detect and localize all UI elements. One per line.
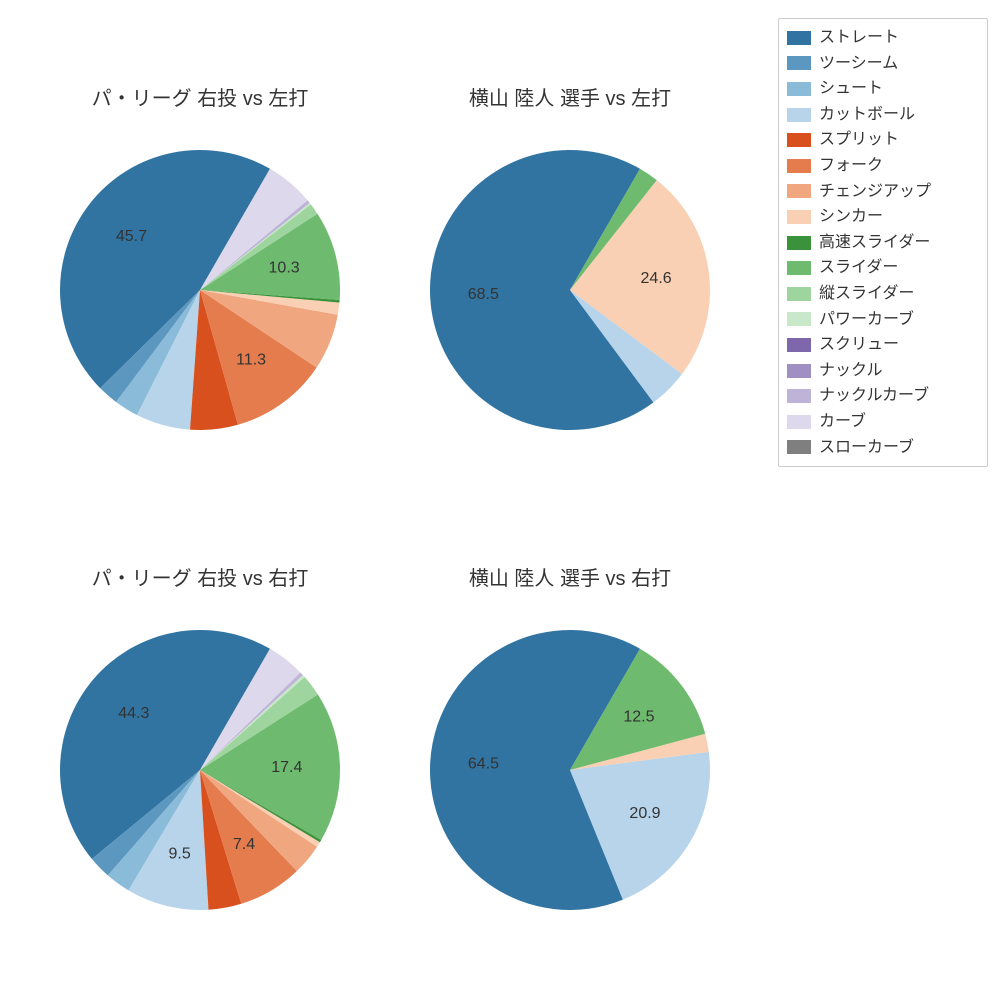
slice-label-slider: 12.5 — [623, 708, 654, 725]
legend-swatch — [787, 440, 811, 454]
pie-league-vs-right: パ・リーグ 右投 vs 右打 44.3 9.5 7.4 17.4 — [20, 500, 380, 960]
slice-label-straight: 45.7 — [116, 228, 147, 245]
legend-item-twoseam: ツーシーム — [787, 51, 979, 77]
legend-label: カットボール — [819, 102, 915, 128]
pie-title: 横山 陸人 選手 vs 右打 — [390, 562, 750, 591]
legend-swatch — [787, 364, 811, 378]
legend-label: ツーシーム — [819, 51, 898, 77]
legend-swatch — [787, 184, 811, 198]
legend-label: スプリット — [819, 127, 899, 153]
legend-swatch — [787, 389, 811, 403]
pie-title: パ・リーグ 右投 vs 右打 — [20, 562, 380, 591]
pie-svg: 68.5 24.6 — [430, 150, 710, 430]
legend-swatch — [787, 338, 811, 352]
slice-label-slider: 17.4 — [271, 759, 302, 776]
legend-label: ナックル — [819, 358, 883, 384]
legend-label: シュート — [819, 76, 883, 102]
legend-label: チェンジアップ — [819, 179, 931, 205]
slice-label-slider: 10.3 — [269, 260, 300, 277]
legend-item-vslider: 縦スライダー — [787, 281, 979, 307]
legend-swatch — [787, 312, 811, 326]
pie-title: パ・リーグ 右投 vs 左打 — [20, 82, 380, 111]
legend: ストレートツーシームシュートカットボールスプリットフォークチェンジアップシンカー… — [778, 18, 988, 467]
legend-item-straight: ストレート — [787, 25, 979, 51]
charts-grid: パ・リーグ 右投 vs 左打 45.7 11.3 10.3 横山 陸人 選手 vs 左打… — [20, 20, 760, 980]
slice-label-cutball: 9.5 — [168, 846, 190, 863]
legend-label: シンカー — [819, 204, 883, 230]
pie-svg: 45.7 11.3 10.3 — [60, 150, 340, 430]
legend-label: ストレート — [819, 25, 899, 51]
legend-item-knuckle: ナックル — [787, 358, 979, 384]
pie-league-vs-left: パ・リーグ 右投 vs 左打 45.7 11.3 10.3 — [20, 20, 380, 480]
legend-item-slowcurve: スローカーブ — [787, 435, 979, 461]
legend-swatch — [787, 133, 811, 147]
legend-item-shoot: シュート — [787, 76, 979, 102]
legend-item-fork: フォーク — [787, 153, 979, 179]
pie-svg: 64.5 20.9 12.5 — [430, 630, 710, 910]
slice-label-straight: 44.3 — [118, 705, 149, 722]
legend-item-split: スプリット — [787, 127, 979, 153]
legend-item-screw: スクリュー — [787, 332, 979, 358]
slice-label-fork: 7.4 — [233, 836, 255, 853]
legend-label: フォーク — [819, 153, 883, 179]
pie-player-vs-right: 横山 陸人 選手 vs 右打 64.5 20.9 12.5 — [390, 500, 750, 960]
pie-title: 横山 陸人 選手 vs 左打 — [390, 82, 750, 111]
legend-swatch — [787, 210, 811, 224]
legend-swatch — [787, 108, 811, 122]
legend-label: スライダー — [819, 255, 898, 281]
legend-swatch — [787, 236, 811, 250]
slice-label-cutball: 20.9 — [629, 805, 660, 822]
legend-swatch — [787, 31, 811, 45]
legend-swatch — [787, 415, 811, 429]
slice-label-sinker: 24.6 — [641, 270, 672, 287]
legend-item-knucklecurve: ナックルカーブ — [787, 383, 979, 409]
legend-item-slider: スライダー — [787, 255, 979, 281]
legend-item-curve: カーブ — [787, 409, 979, 435]
legend-item-changeup: チェンジアップ — [787, 179, 979, 205]
legend-label: スクリュー — [819, 332, 899, 358]
legend-swatch — [787, 82, 811, 96]
slice-label-straight: 68.5 — [468, 286, 499, 303]
legend-label: パワーカーブ — [819, 307, 914, 333]
slice-label-fork: 11.3 — [236, 351, 266, 368]
legend-label: 縦スライダー — [819, 281, 914, 307]
legend-swatch — [787, 56, 811, 70]
legend-item-hslider: 高速スライダー — [787, 230, 979, 256]
legend-label: ナックルカーブ — [819, 383, 929, 409]
legend-swatch — [787, 261, 811, 275]
legend-item-cutball: カットボール — [787, 102, 979, 128]
slice-label-straight: 64.5 — [468, 755, 499, 772]
legend-label: 高速スライダー — [819, 230, 930, 256]
pie-svg: 44.3 9.5 7.4 17.4 — [60, 630, 340, 910]
legend-item-sinker: シンカー — [787, 204, 979, 230]
legend-label: スローカーブ — [819, 435, 914, 461]
legend-swatch — [787, 159, 811, 173]
legend-swatch — [787, 287, 811, 301]
pie-player-vs-left: 横山 陸人 選手 vs 左打 68.5 24.6 — [390, 20, 750, 480]
legend-item-powercurve: パワーカーブ — [787, 307, 979, 333]
legend-label: カーブ — [819, 409, 866, 435]
